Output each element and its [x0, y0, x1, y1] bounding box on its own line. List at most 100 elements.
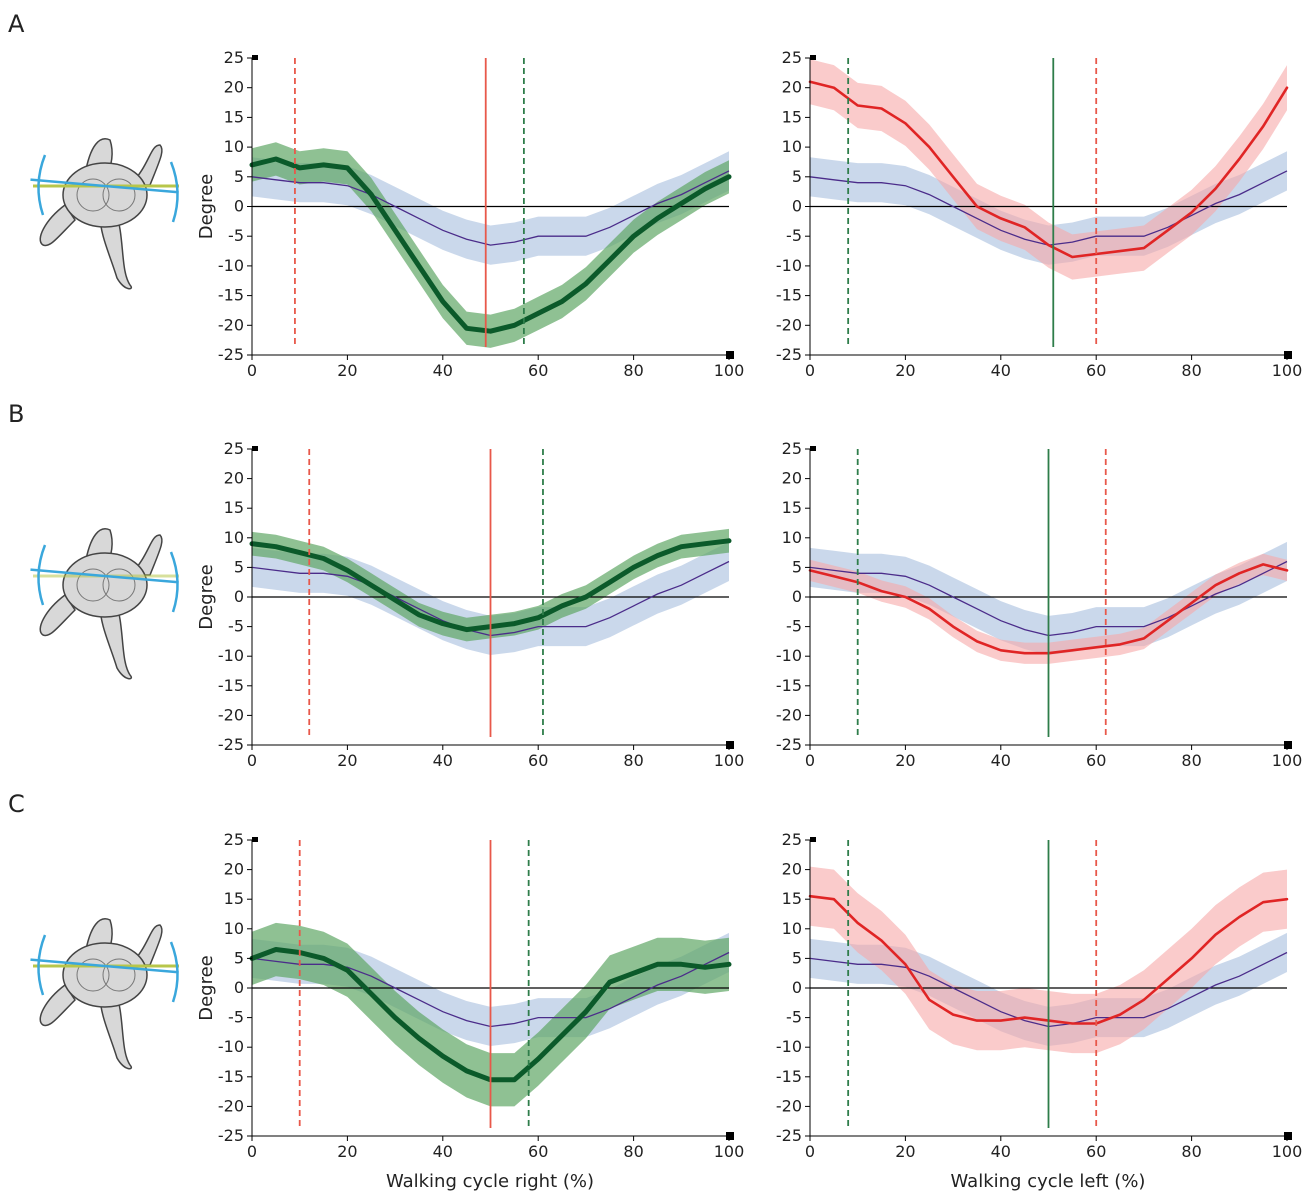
x-tick-label: 40 — [991, 1142, 1011, 1161]
x-tick-label: 20 — [895, 751, 915, 770]
panel-letter-a: A — [8, 10, 25, 38]
x-axis-end-marker — [1284, 351, 1292, 359]
left-leg-shape — [39, 203, 76, 247]
x-tick-label: 60 — [528, 751, 548, 770]
rotation-axis-line — [30, 178, 179, 194]
y-tick-label: 5 — [234, 948, 244, 967]
pelvis-rotation-icon — [30, 138, 179, 290]
x-tick-label: 0 — [247, 751, 257, 770]
y-tick-label: -15 — [218, 286, 244, 305]
x-tick-label: 40 — [991, 751, 1011, 770]
rotation-arc-left — [37, 934, 47, 996]
y-tick-label: -20 — [776, 315, 802, 334]
upper-leg-shape — [128, 924, 163, 966]
x-tick-label: 60 — [1086, 361, 1106, 380]
panel-letter-b: B — [8, 400, 24, 428]
x-axis-label-left: Walking cycle left (%) — [951, 1171, 1146, 1192]
patient-range-band — [810, 866, 1287, 1054]
x-tick-label: 80 — [1181, 361, 1201, 380]
pelvis-rotation-icon — [30, 528, 179, 680]
normal-range-band — [252, 541, 729, 655]
hip-joint-left — [76, 958, 110, 992]
y-tick-label: -20 — [776, 705, 802, 724]
y-tick-label: 20 — [782, 860, 802, 879]
y-tick-label: -25 — [218, 345, 244, 364]
y-tick-label: -10 — [776, 646, 802, 665]
x-tick-label: 60 — [528, 1142, 548, 1161]
y-tick-label: 5 — [792, 557, 802, 576]
y-tick-label: -10 — [218, 646, 244, 665]
x-tick-label: 80 — [623, 361, 643, 380]
y-tick-label: -20 — [776, 1096, 802, 1115]
normal-mean-line — [251, 170, 730, 246]
y-tick-label: 20 — [224, 469, 244, 488]
y-tick-label: -20 — [218, 315, 244, 334]
patient-mean-line — [808, 80, 1289, 259]
x-tick-label: 100 — [714, 751, 745, 770]
y-tick-label: -20 — [218, 705, 244, 724]
rotation-arc-right — [169, 941, 179, 1003]
patient-mean-line — [249, 156, 732, 334]
y-tick-label: -10 — [776, 256, 802, 275]
left-leg-shape — [39, 593, 76, 637]
y-tick-label: -15 — [218, 676, 244, 695]
y-tick-label: 25 — [782, 830, 802, 849]
y-tick-label: 0 — [234, 197, 244, 216]
y-tick-label: 10 — [782, 137, 802, 156]
right-leg-shape — [99, 989, 132, 1070]
y-tick-label: 15 — [224, 107, 244, 126]
y-tick-label: 5 — [234, 167, 244, 186]
x-tick-label: 20 — [337, 361, 357, 380]
x-tick-label: 0 — [805, 1142, 815, 1161]
y-tick-label: 10 — [782, 528, 802, 547]
y-tick-label: -5 — [228, 1008, 244, 1027]
y-tick-label: -15 — [776, 286, 802, 305]
y-tick-label: -10 — [218, 1037, 244, 1056]
x-tick-label: 80 — [623, 1142, 643, 1161]
y-tick-label: 0 — [234, 978, 244, 997]
right-leg-shape — [99, 209, 132, 290]
y-tick-label: 10 — [224, 528, 244, 547]
y-tick-label: 10 — [224, 137, 244, 156]
x-axis-end-marker — [726, 1132, 734, 1140]
y-axis-end-marker — [810, 55, 816, 60]
y-tick-label: 0 — [792, 587, 802, 606]
hip-joint-right — [102, 568, 136, 602]
x-tick-label: 100 — [1272, 361, 1303, 380]
upper-leg-shape — [128, 144, 163, 186]
x-axis-label-right: Walking cycle right (%) — [386, 1171, 594, 1192]
y-tick-label: -15 — [776, 676, 802, 695]
y-tick-label: 15 — [224, 498, 244, 517]
y-tick-label: 20 — [224, 860, 244, 879]
x-tick-label: 80 — [1181, 1142, 1201, 1161]
y-tick-label: -20 — [218, 1096, 244, 1115]
patient-range-band — [810, 553, 1287, 664]
y-tick-label: -25 — [776, 735, 802, 754]
x-tick-label: 20 — [895, 1142, 915, 1161]
y-tick-label: -10 — [776, 1037, 802, 1056]
x-axis-end-marker — [1284, 741, 1292, 749]
x-tick-label: 60 — [528, 361, 548, 380]
rotation-arc-right — [169, 161, 179, 223]
y-tick-label: -15 — [776, 1067, 802, 1086]
pelvis-rotation-icon — [30, 918, 179, 1070]
x-tick-label: 0 — [805, 361, 815, 380]
y-tick-label: 15 — [782, 498, 802, 517]
y-tick-label: 0 — [234, 587, 244, 606]
y-tick-label: 15 — [782, 889, 802, 908]
y-tick-label: 15 — [782, 107, 802, 126]
y-tick-label: 20 — [224, 78, 244, 97]
y-tick-label: -25 — [218, 735, 244, 754]
y-axis-end-marker — [252, 55, 258, 60]
x-tick-label: 100 — [714, 1142, 745, 1161]
y-tick-label: 20 — [782, 78, 802, 97]
right-leg-shape — [99, 599, 132, 680]
x-tick-label: 100 — [1272, 1142, 1303, 1161]
left-leg-shape — [39, 983, 76, 1027]
y-tick-label: 25 — [224, 439, 244, 458]
